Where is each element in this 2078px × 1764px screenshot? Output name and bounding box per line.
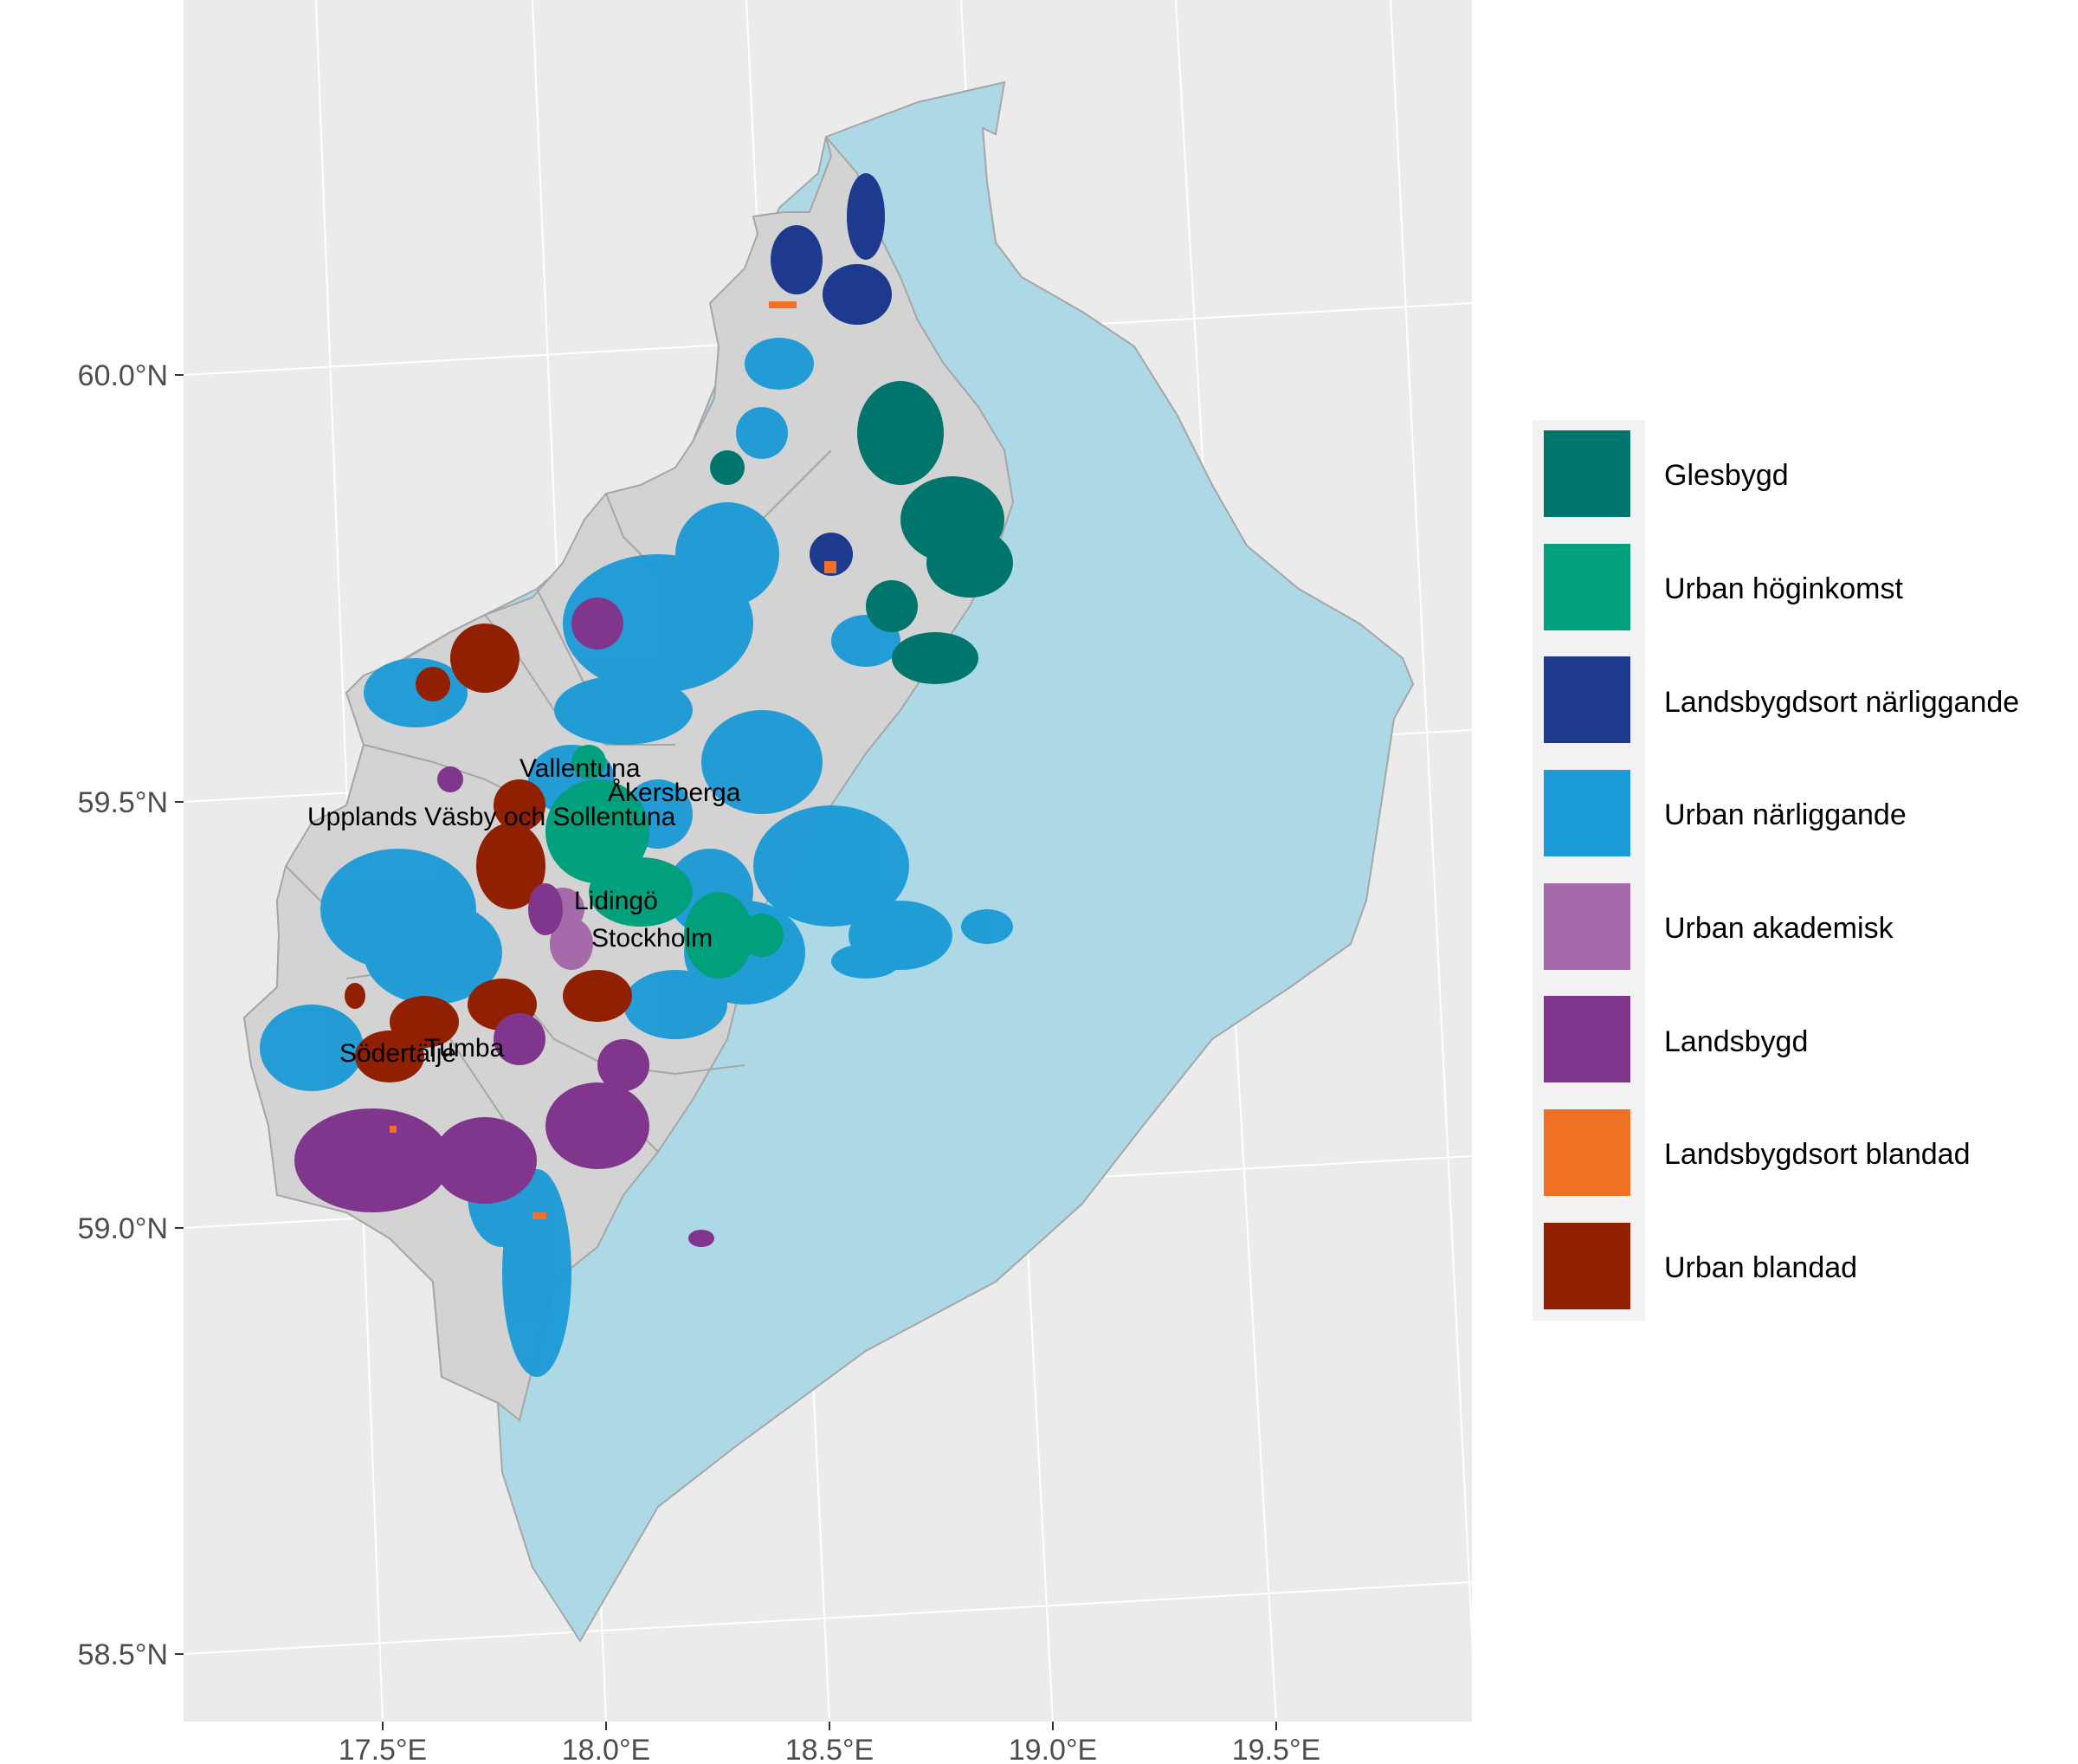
y-tick-label: 59.0°N <box>78 1212 168 1245</box>
x-tick-label: 17.5°E <box>339 1734 427 1764</box>
place-label-upplands-vasby-sollentuna: Upplands Väsby och Sollentuna <box>307 803 676 831</box>
legend-label: Glesbygd <box>1664 459 1789 492</box>
region-fills <box>260 173 1013 1377</box>
legend-item-landsbygdsort-narliggande: Landsbygdsort närliggande <box>1544 656 2019 743</box>
place-label-stockholm: Stockholm <box>591 924 713 953</box>
place-label-vallentuna: Vallentuna <box>520 754 641 783</box>
meridian-20-0 <box>1390 0 1472 1652</box>
legend-item-urban-blandad: Urban blandad <box>1544 1223 1857 1309</box>
land-area <box>242 136 1015 1422</box>
legend-label: Urban akademisk <box>1664 912 1894 945</box>
y-tick-label: 60.0°N <box>78 359 168 392</box>
legend-label: Landsbygdsort närliggande <box>1664 686 2019 719</box>
legend: Glesbygd Urban höginkomst Landsbygdsort … <box>1533 420 2019 1321</box>
legend-key <box>1544 656 1630 743</box>
legend-key <box>1544 1223 1630 1309</box>
legend-item-urban-hoginkomst: Urban höginkomst <box>1544 544 1903 630</box>
legend-label: Urban blandad <box>1664 1251 1857 1284</box>
legend-label: Landsbygd <box>1664 1025 1808 1058</box>
legend-item-urban-narliggande: Urban närliggande <box>1544 770 1907 856</box>
legend-key <box>1544 430 1630 517</box>
legend-item-landsbygdsort-blandad: Landsbygdsort blandad <box>1544 1109 1971 1196</box>
x-tick-label: 19.0°E <box>1009 1734 1097 1764</box>
legend-key <box>1544 770 1630 856</box>
y-tick-label: 59.5°N <box>78 786 168 819</box>
place-label-lidingo: Lidingö <box>574 887 658 915</box>
legend-label: Urban närliggande <box>1664 798 1907 831</box>
place-label-tumba: Tumba <box>424 1034 505 1063</box>
parallel-58-5 <box>184 1581 1472 1655</box>
legend-item-landsbygd: Landsbygd <box>1544 996 1808 1082</box>
legend-item-glesbygd: Glesbygd <box>1544 430 1789 517</box>
legend-label: Urban höginkomst <box>1664 572 1903 605</box>
legend-item-urban-akademisk: Urban akademisk <box>1544 883 1894 970</box>
x-axis-labels: 17.5°E 18.0°E 18.5°E 19.0°E 19.5°E <box>339 1734 1320 1764</box>
y-axis-labels: 60.0°N 59.5°N 59.0°N 58.5°N <box>78 359 168 1671</box>
x-tick-label: 19.5°E <box>1232 1734 1320 1764</box>
legend-key <box>1544 883 1630 970</box>
y-tick-label: 58.5°N <box>78 1638 168 1671</box>
x-tick-label: 18.0°E <box>562 1734 650 1764</box>
place-label-sodertalje: Södertälje <box>339 1039 456 1068</box>
legend-key <box>1544 1109 1630 1196</box>
x-tick-label: 18.5°E <box>785 1734 874 1764</box>
place-labels: Vallentuna Åkersberga Upplands Väsby och… <box>307 754 741 1068</box>
axis-ticks <box>175 374 1277 1730</box>
legend-key <box>1544 544 1630 630</box>
legend-key <box>1544 996 1630 1082</box>
place-label-akersberga: Åkersberga <box>608 779 741 807</box>
legend-label: Landsbygdsort blandad <box>1664 1138 1971 1171</box>
